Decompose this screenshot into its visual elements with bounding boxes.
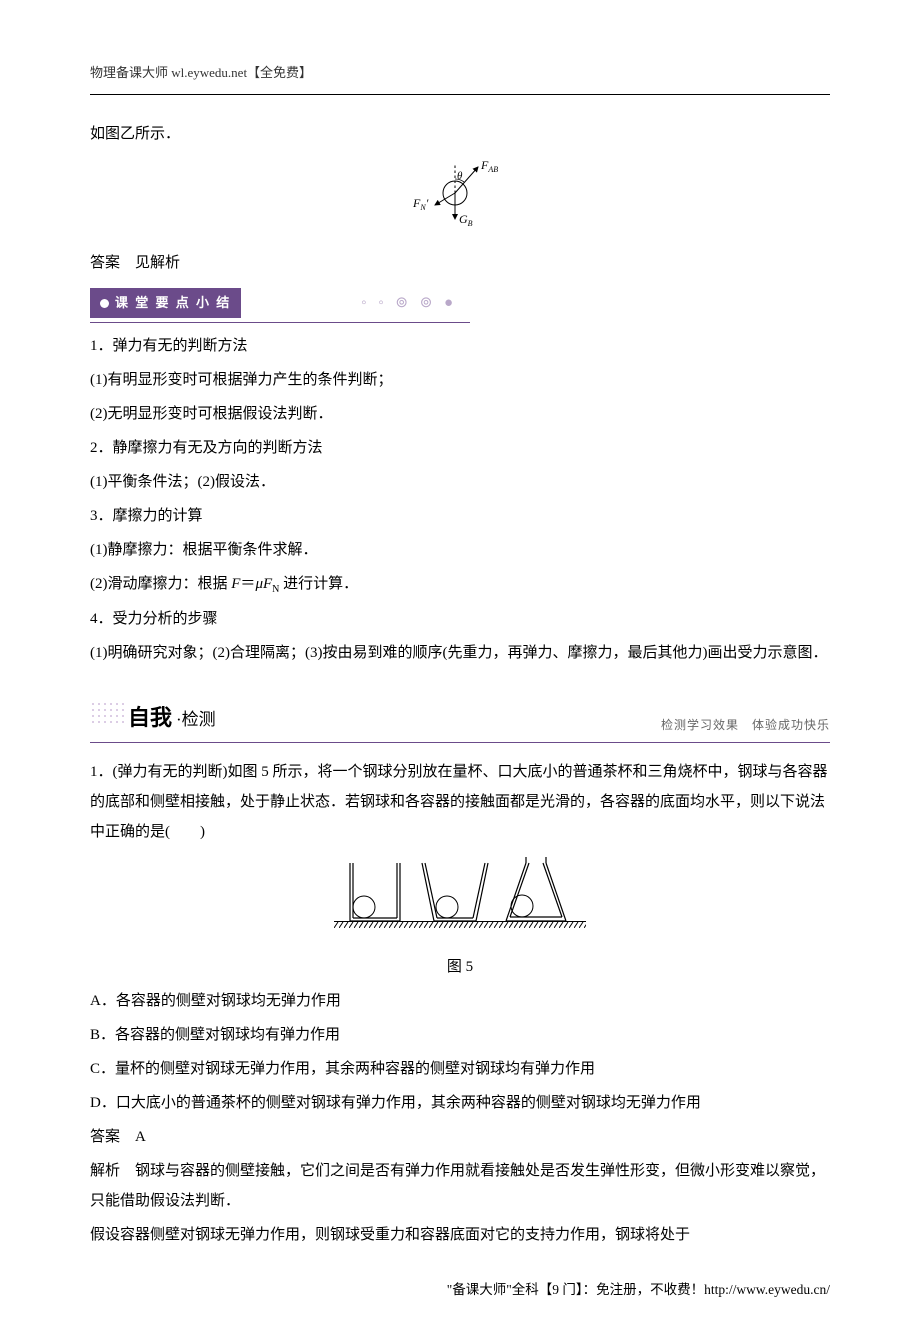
eq-mu: μ	[255, 576, 263, 592]
sum-4: 4．受力分析的步骤	[90, 604, 830, 634]
sum-1a: (1)有明显形变时可根据弹力产生的条件判断；	[90, 365, 830, 395]
q1-optD: D．口大底小的普通茶杯的侧壁对钢球有弹力作用，其余两种容器的侧壁对钢球均无弹力作…	[90, 1088, 830, 1118]
summary-bar-ornament: ◦ ◦ ⊚ ⊚ ●	[361, 288, 457, 318]
theta-label: θ	[457, 170, 463, 182]
q1-explain-2: 假设容器侧壁对钢球无弹力作用，则钢球受重力和容器底面对它的支持力作用，钢球将处于	[90, 1220, 830, 1250]
page-footer: "备课大师"全科【9 门】：免注册，不收费！http://www.eywedu.…	[90, 1276, 830, 1303]
summary-bar-label: 课 堂 要 点 小 结	[90, 288, 241, 318]
bullet-dot-icon	[100, 299, 109, 308]
sum-3b-post: 进行计算．	[279, 576, 358, 592]
container-erlenmeyer	[506, 857, 566, 921]
ziwo-underline	[90, 742, 830, 743]
ziwo-title: 自我	[128, 696, 172, 740]
q1-explain-1: 解析 钢球与容器的侧壁接触，它们之间是否有弹力作用就看接触处是否发生弹性形变，但…	[90, 1156, 830, 1216]
summary-bar-underline	[90, 322, 470, 323]
sum-3b: (2)滑动摩擦力：根据 F＝μFN 进行计算．	[90, 569, 830, 600]
q1-optB: B．各容器的侧壁对钢球均有弹力作用	[90, 1020, 830, 1050]
container-beaker	[350, 863, 400, 921]
page-header: 物理备课大师 wl.eywedu.net【全免费】	[90, 60, 830, 86]
intro-line: 如图乙所示．	[90, 119, 830, 149]
q1-optC: C．量杯的侧壁对钢球无弹力作用，其余两种容器的侧壁对钢球均有弹力作用	[90, 1054, 830, 1084]
fn-prime: ′	[426, 196, 429, 210]
header-text: 物理备课大师 wl.eywedu.net【全免费】	[90, 65, 312, 80]
sum-2: 2．静摩擦力有无及方向的判断方法	[90, 433, 830, 463]
q1-stem: 1．(弹力有无的判断)如图 5 所示，将一个钢球分别放在量杯、口大底小的普通茶杯…	[90, 757, 830, 847]
answer-line: 答案 见解析	[90, 248, 830, 278]
sum-3b-pre: (2)滑动摩擦力：根据	[90, 576, 231, 592]
sum-2a: (1)平衡条件法；(2)假设法．	[90, 467, 830, 497]
sum-1: 1．弹力有无的判断方法	[90, 331, 830, 361]
figure-5	[90, 855, 830, 944]
svg-text:GB: GB	[459, 212, 473, 228]
q1-answer: 答案 A	[90, 1122, 830, 1152]
figure-5-caption: 图 5	[90, 952, 830, 982]
gb-sub: B	[468, 219, 473, 228]
summary-bar-text: 课 堂 要 点 小 结	[115, 290, 231, 316]
footer-text: "备课大师"全科【9 门】：免注册，不收费！http://www.eywedu.…	[447, 1282, 830, 1297]
self-test-header: 自我 ·检测 检测学习效果 体验成功快乐	[90, 696, 830, 743]
svg-text:FAB: FAB	[480, 158, 498, 174]
diagram-yi: FAB θ FN′ GB	[90, 157, 830, 240]
eq-eq: ＝	[240, 576, 255, 592]
q1-optA: A．各容器的侧壁对钢球均无弹力作用	[90, 986, 830, 1016]
sum-4a: (1)明确研究对象；(2)合理隔离；(3)按由易到难的顺序(先重力，再弹力、摩擦…	[90, 638, 830, 668]
sum-3a: (1)静摩擦力：根据平衡条件求解．	[90, 535, 830, 565]
ziwo-sub: ·检测	[176, 703, 216, 737]
header-rule	[90, 94, 830, 95]
gb-g: G	[459, 212, 468, 226]
svg-text:FN′: FN′	[412, 196, 429, 212]
ziwo-right: 检测学习效果 体验成功快乐	[661, 713, 830, 740]
summary-section-bar: 课 堂 要 点 小 结 ◦ ◦ ⊚ ⊚ ●	[90, 288, 830, 318]
fab-sub: AB	[487, 165, 498, 174]
container-teacup	[422, 863, 488, 921]
eq-FN: F	[263, 576, 272, 592]
sum-1b: (2)无明显形变时可根据假设法判断．	[90, 399, 830, 429]
dot-grid-icon	[90, 701, 124, 725]
sum-3: 3．摩擦力的计算	[90, 501, 830, 531]
